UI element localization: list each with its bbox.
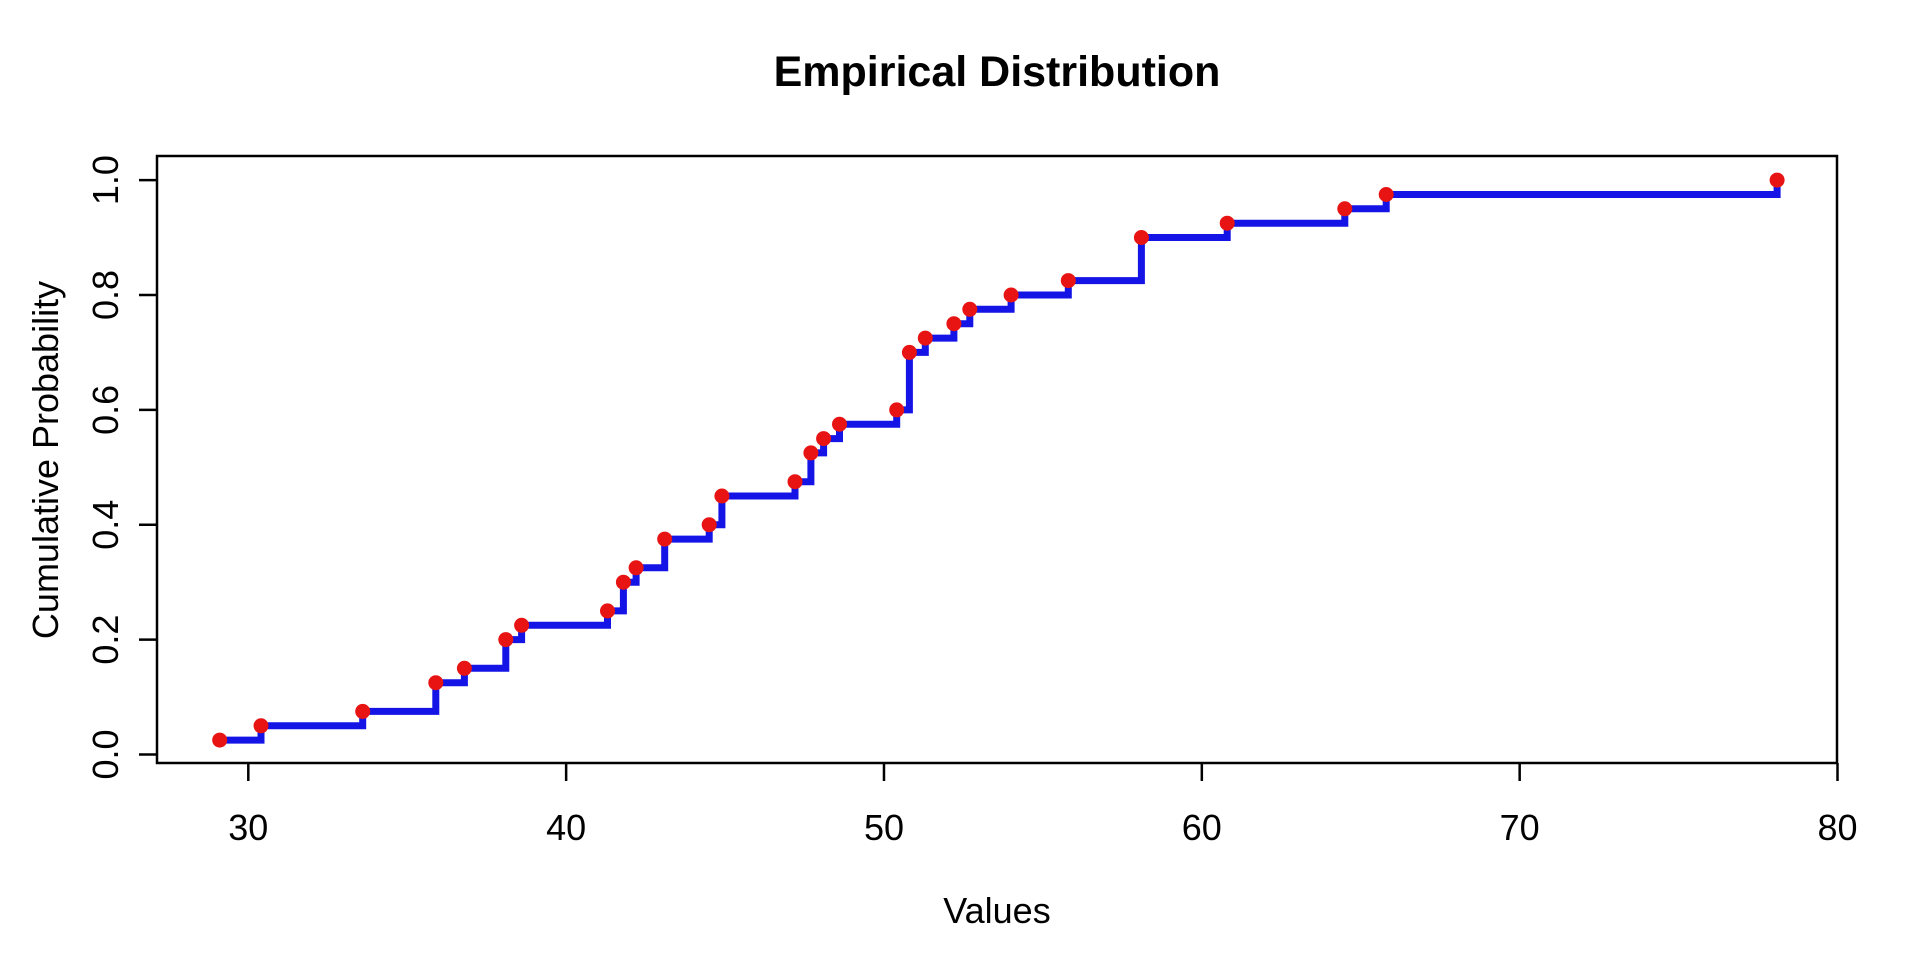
x-tick-label: 70 bbox=[1500, 807, 1540, 848]
ecdf-point bbox=[628, 560, 644, 576]
ecdf-points bbox=[212, 172, 1785, 748]
x-axis-ticks: 30 40 50 60 70 80 bbox=[228, 763, 1858, 848]
ecdf-point bbox=[714, 488, 730, 504]
ecdf-point bbox=[889, 402, 905, 418]
ecdf-point bbox=[1003, 287, 1019, 303]
ecdf-point bbox=[1060, 273, 1076, 289]
y-tick-label: 0.6 bbox=[85, 385, 126, 435]
plot-frame bbox=[155, 154, 1839, 765]
ecdf-point bbox=[498, 632, 514, 648]
y-axis-label: Cumulative Probability bbox=[25, 281, 66, 639]
ecdf-point bbox=[428, 675, 444, 691]
y-axis-ticks: 0.0 0.2 0.4 0.6 0.8 1.0 bbox=[85, 155, 157, 780]
x-tick-label: 30 bbox=[228, 807, 268, 848]
ecdf-point bbox=[917, 330, 933, 346]
chart-title: Empirical Distribution bbox=[774, 48, 1221, 96]
ecdf-point bbox=[615, 574, 631, 590]
y-tick-label: 0.0 bbox=[85, 729, 126, 779]
y-tick-label: 0.4 bbox=[85, 500, 126, 550]
y-tick-label: 0.8 bbox=[85, 270, 126, 320]
x-axis-label: Values bbox=[943, 890, 1050, 931]
ecdf-point bbox=[253, 718, 269, 734]
ecdf-point bbox=[1133, 230, 1149, 245]
ecdf-point bbox=[355, 703, 371, 719]
y-tick-label: 1.0 bbox=[85, 155, 126, 205]
ecdf-point bbox=[832, 416, 847, 432]
ecdf-point bbox=[600, 603, 615, 619]
x-tick-label: 80 bbox=[1817, 807, 1857, 848]
ecdf-point bbox=[657, 531, 673, 547]
ecdf-point bbox=[901, 344, 917, 360]
y-tick-label: 0.2 bbox=[85, 615, 126, 665]
ecdf-point bbox=[212, 732, 228, 748]
ecdf-point bbox=[701, 517, 717, 533]
ecdf-point bbox=[514, 617, 530, 633]
ecdf-step-line bbox=[219, 180, 1781, 744]
ecdf-point bbox=[1378, 187, 1394, 202]
ecdf-point bbox=[787, 474, 803, 490]
x-tick-label: 60 bbox=[1182, 807, 1222, 848]
ecdf-point bbox=[816, 431, 832, 447]
ecdf-point bbox=[1337, 201, 1353, 217]
ecdf-point bbox=[1219, 215, 1235, 231]
ecdf-point bbox=[803, 445, 819, 461]
ecdf-point bbox=[1769, 172, 1785, 188]
ecdf-point bbox=[946, 316, 962, 332]
ecdf-point bbox=[456, 660, 472, 676]
x-tick-label: 50 bbox=[864, 807, 904, 848]
x-tick-label: 40 bbox=[546, 807, 586, 848]
ecdf-point bbox=[962, 301, 978, 317]
